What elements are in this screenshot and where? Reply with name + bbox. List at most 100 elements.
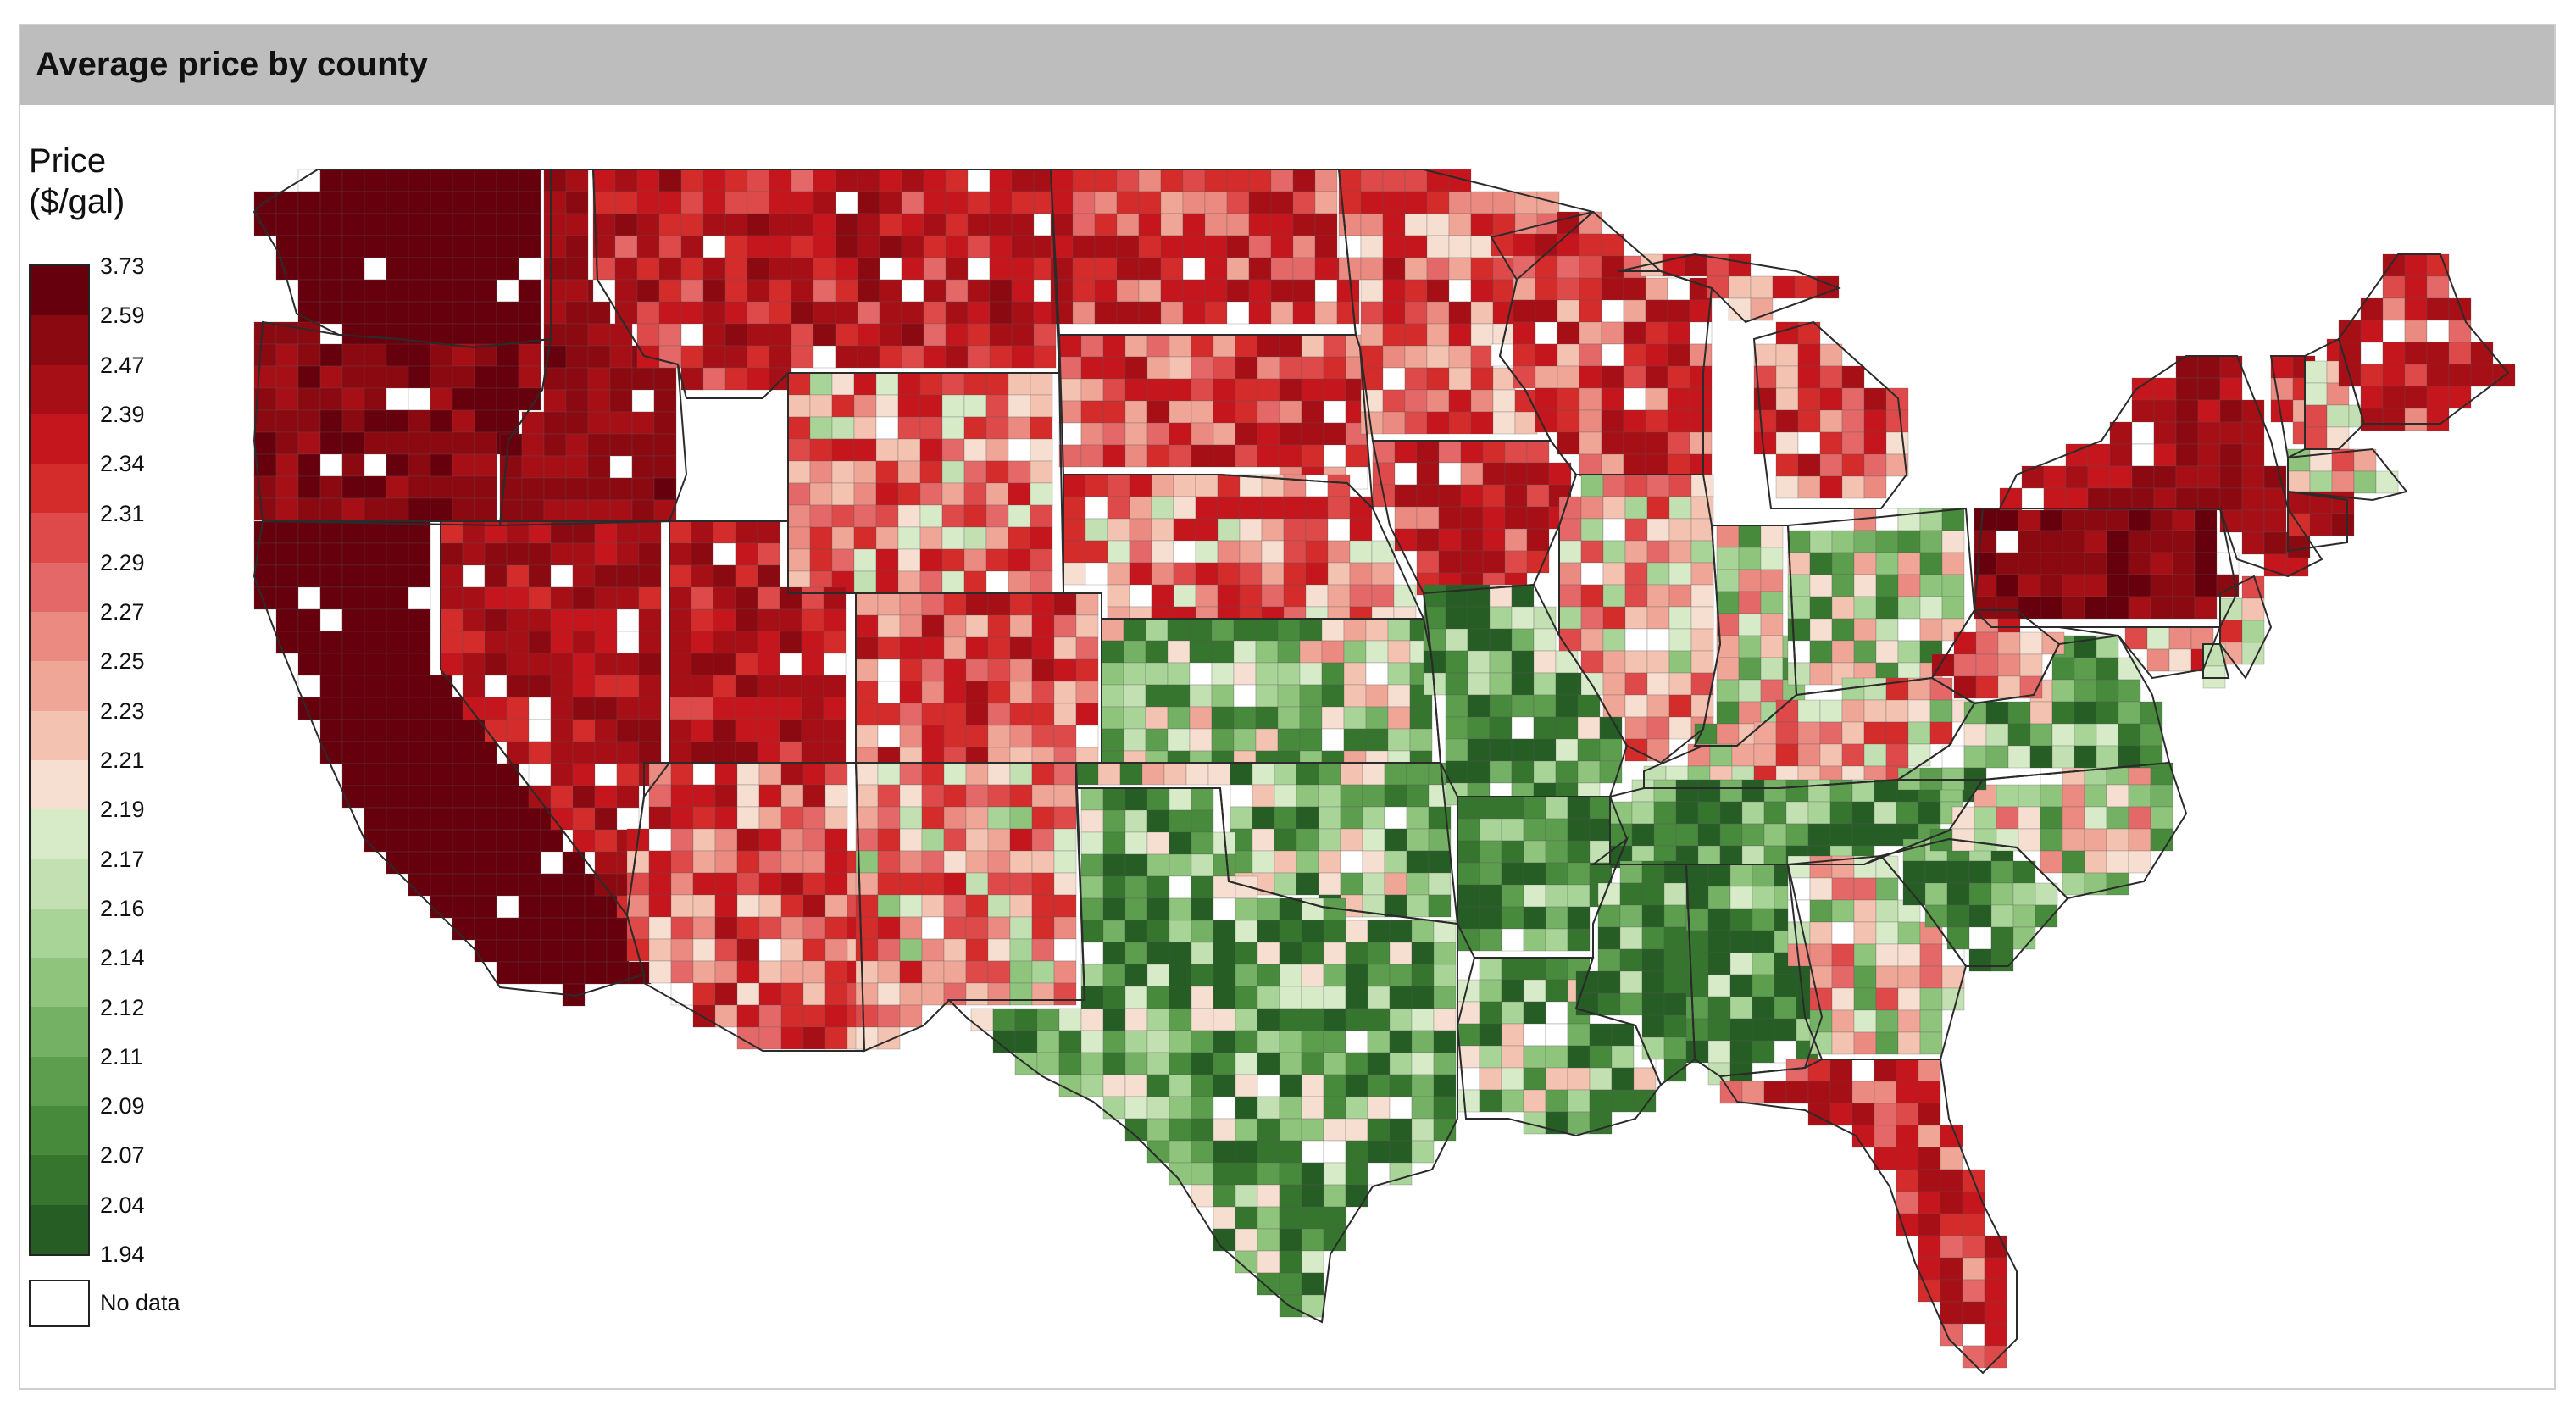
county [1239,562,1263,586]
county [1707,930,1731,953]
county [1426,279,1450,303]
county [787,548,811,572]
county [758,806,782,830]
county [1031,703,1055,726]
county [1940,1147,1963,1170]
county [1875,1009,1899,1033]
county [1875,965,1899,989]
county [943,658,967,682]
county [594,653,618,676]
county [735,542,758,566]
county [1191,444,1214,468]
county [1305,474,1329,497]
legend-tick-label: 2.14 [100,945,145,971]
county [2241,399,2265,423]
county [430,257,453,281]
county [1299,662,1323,686]
county [1555,672,1579,696]
county [1624,540,1648,564]
county [1797,343,1821,367]
county [1729,1018,1753,1042]
county [691,675,714,698]
county [2018,552,2041,575]
county [1580,540,1604,564]
county [521,499,545,523]
county [452,475,475,499]
county [1204,191,1228,214]
county [1707,1062,1731,1086]
county [1365,662,1389,686]
county [1283,562,1307,586]
county [297,431,321,455]
county [1257,378,1280,402]
county [2353,470,2377,494]
county [1031,681,1055,704]
county [1239,496,1263,520]
county [275,191,299,214]
county [1831,1009,1855,1033]
county [1545,1067,1568,1091]
county [1349,584,1373,608]
county [1975,653,1999,677]
county [496,829,519,853]
county [1252,806,1275,830]
county [1097,762,1121,786]
county [1663,948,1687,972]
county [319,653,343,676]
county [1623,453,1646,477]
county [648,916,672,940]
county [430,235,453,258]
county [1589,796,1613,820]
county [364,586,387,610]
county [835,279,858,303]
county [594,785,618,809]
county [813,345,836,369]
county [1785,823,1809,847]
county [1213,1052,1236,1075]
county [2263,487,2287,511]
county [1785,1059,1809,1082]
county [1690,474,1714,497]
county [1230,762,1253,786]
county [408,653,431,676]
county [2404,342,2428,365]
county [1124,897,1148,921]
state-border [2058,626,2222,680]
county [1301,1118,1324,1142]
county [1897,552,1921,575]
county [1008,416,1031,440]
county [1345,1162,1368,1186]
county [1457,1089,1480,1113]
county [1191,875,1214,899]
county [835,301,858,325]
legend-tick-label: 2.34 [100,451,145,477]
county [1829,801,1853,825]
county [1619,926,1643,950]
county [616,763,640,786]
county [1623,365,1646,389]
county [341,191,365,214]
county [1829,823,1853,847]
county [1230,784,1253,808]
county [758,894,782,918]
county [1470,367,1494,391]
county [1460,550,1484,574]
county [1611,1045,1635,1069]
county [963,482,987,506]
county [897,438,921,462]
county [921,806,945,830]
county [1362,828,1385,852]
no-data-swatch [29,1280,90,1327]
county [963,438,987,462]
county [985,416,1009,440]
county [1124,942,1148,965]
county [1406,784,1430,808]
county [528,586,552,610]
county [2263,531,2287,555]
county [1653,779,1677,803]
county [1327,562,1351,586]
county [275,257,299,281]
county [757,520,780,544]
county [1257,334,1280,358]
county [1230,806,1253,830]
